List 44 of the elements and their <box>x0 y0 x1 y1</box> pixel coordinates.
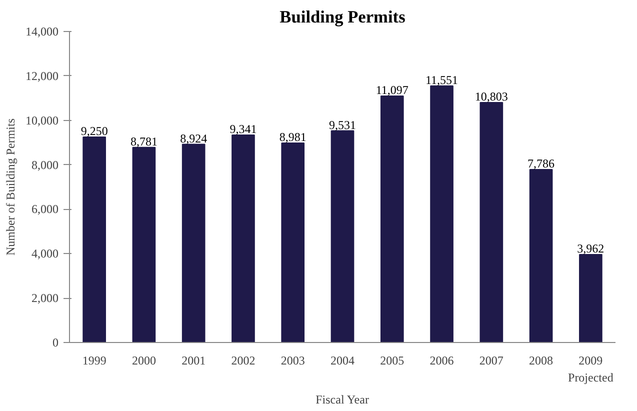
bar <box>380 95 404 342</box>
data-label: 9,341 <box>230 122 257 136</box>
x-tick-label: 2004 <box>330 354 354 368</box>
bar <box>82 136 106 342</box>
x-tick-label: 2009 Projected <box>568 354 614 384</box>
bar <box>330 130 354 342</box>
data-label: 9,531 <box>329 118 356 132</box>
y-tick-label: 2,000 <box>32 291 58 306</box>
bar <box>480 102 504 342</box>
y-tick-label: 0 <box>52 336 58 350</box>
y-tick-label: 6,000 <box>32 202 58 216</box>
x-tick-label: 2005 <box>380 354 404 368</box>
data-label: 8,924 <box>180 131 208 146</box>
x-tick-label: 2002 <box>231 354 256 368</box>
x-tick-label: 2008 <box>529 354 554 368</box>
data-label: 9,250 <box>80 124 108 138</box>
x-tick-label: 2003 <box>280 354 305 368</box>
data-label: 8,981 <box>279 130 306 144</box>
bar <box>281 142 305 342</box>
chart-title: Building Permits <box>280 8 406 26</box>
data-label: 3,962 <box>577 241 604 256</box>
x-tick-label: 2001 <box>182 354 206 368</box>
bar <box>430 85 454 342</box>
x-tick-label: 2006 <box>430 354 454 368</box>
y-tick-label: 12,000 <box>26 68 58 83</box>
data-label: 10,803 <box>474 90 508 104</box>
bar <box>182 144 206 342</box>
bar <box>579 254 602 342</box>
bar <box>232 134 255 342</box>
bar <box>132 146 156 342</box>
y-axis-title: Number of Building Permits <box>4 118 18 256</box>
data-label: 7,786 <box>528 156 555 171</box>
x-axis-title: Fiscal Year <box>316 392 369 406</box>
data-label: 11,097 <box>376 82 408 97</box>
x-tick-label: 2000 <box>132 354 156 368</box>
x-tick-label: 1999 <box>82 354 106 368</box>
y-tick-label: 10,000 <box>26 113 58 128</box>
bar <box>529 169 553 342</box>
y-tick-label: 8,000 <box>32 158 58 172</box>
x-tick-label: 2007 <box>479 354 504 368</box>
data-label: 8,781 <box>130 134 158 148</box>
data-label: 11,551 <box>425 72 458 87</box>
y-tick-label: 14,000 <box>26 24 58 38</box>
y-tick-label: 4,000 <box>32 246 58 261</box>
